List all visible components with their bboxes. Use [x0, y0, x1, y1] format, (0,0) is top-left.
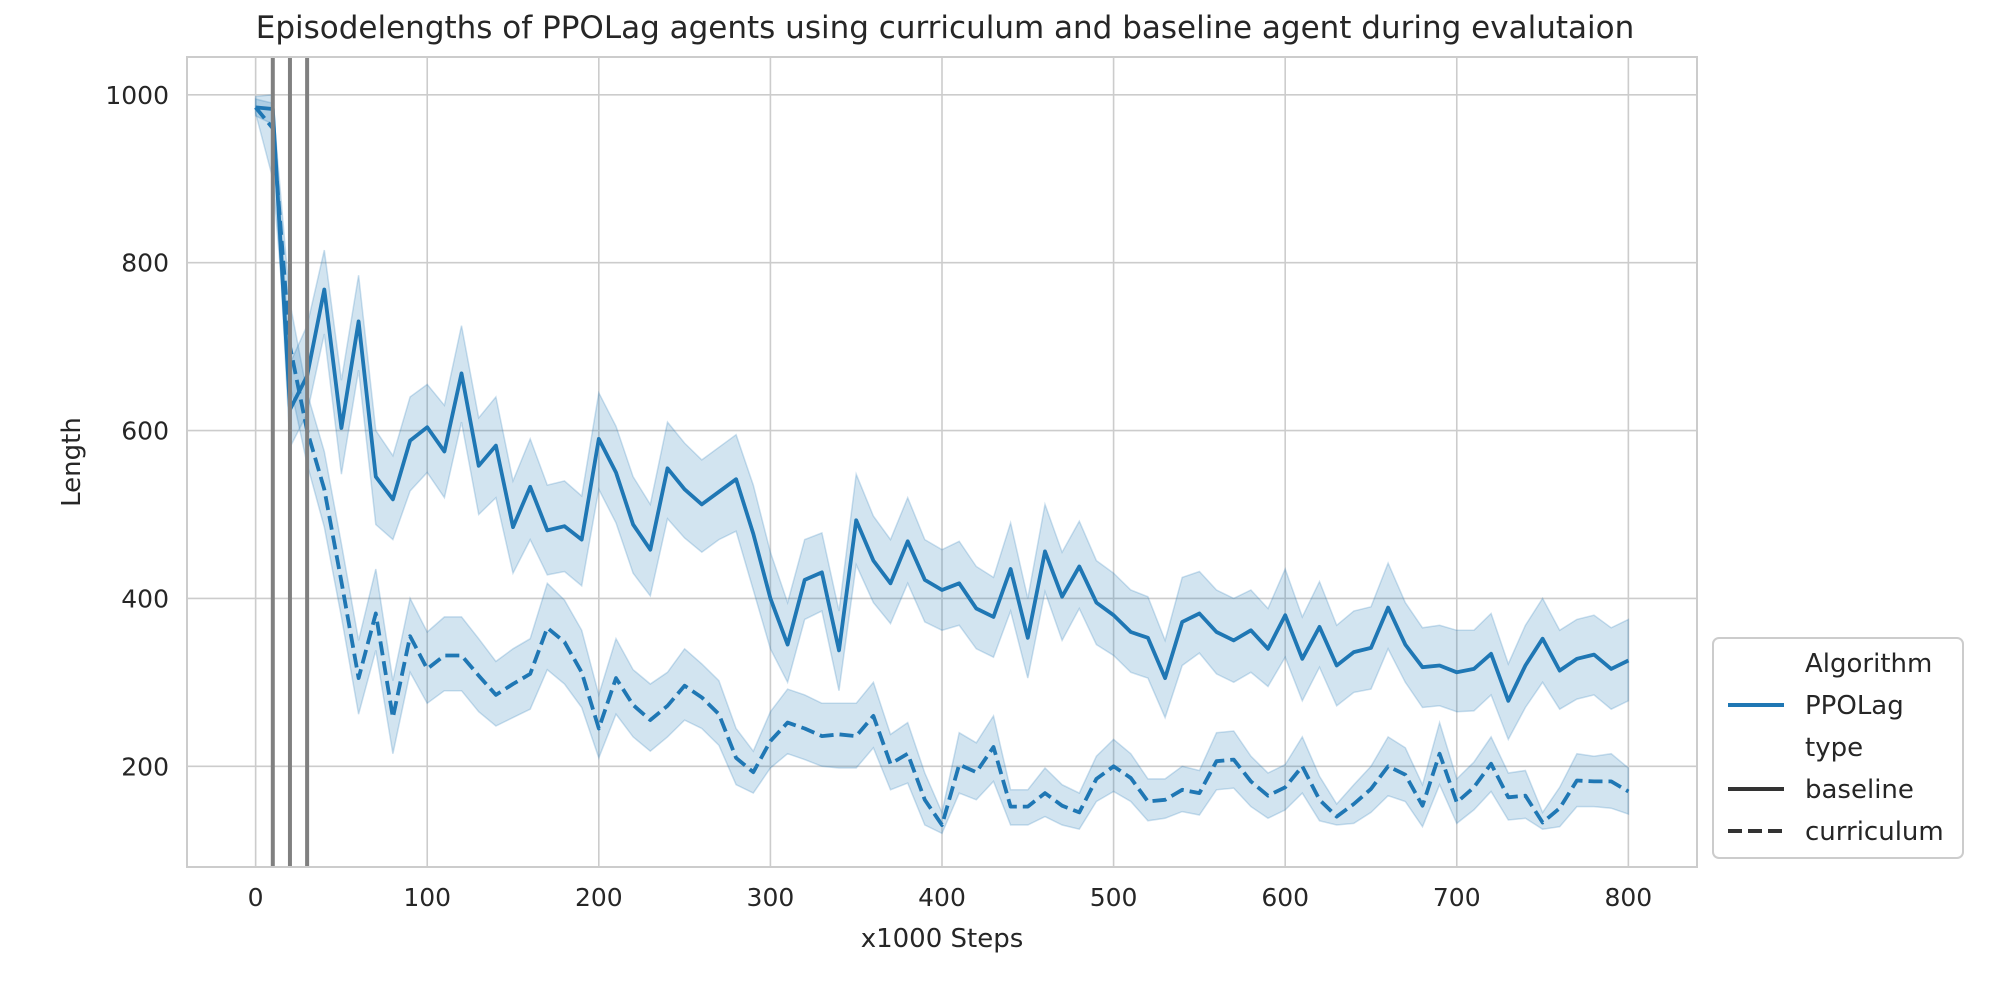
x-tick-label: 600: [1261, 883, 1309, 912]
curriculum-line: [254, 106, 1630, 827]
horizontal-gridlines: [187, 93, 1697, 768]
y-tick-labels: 200 400 600 800 1000: [105, 81, 169, 782]
x-axis-label: x1000 Steps: [861, 924, 1024, 954]
y-tick-label: 400: [121, 584, 169, 613]
vertical-gridlines: [254, 57, 1630, 867]
chart-title: Episodelengths of PPOLag agents using cu…: [256, 10, 1634, 46]
x-tick-label: 0: [248, 883, 264, 912]
x-tick-label: 100: [403, 883, 451, 912]
curriculum-stage-markers: [270, 57, 310, 867]
y-axis-label: Length: [57, 417, 87, 507]
legend-label: PPOLag: [1805, 691, 1904, 721]
y-tick-label: 1000: [105, 81, 169, 110]
x-tick-label: 300: [747, 883, 795, 912]
y-tick-label: 200: [121, 752, 169, 781]
curriculum-confidence-band: [254, 98, 1630, 835]
x-tick-label: 400: [918, 883, 966, 912]
x-tick-labels: 0 100 200 300 400 500 600 700 800: [248, 883, 1653, 912]
plot-frame: [186, 56, 1698, 868]
legend-box: [1712, 637, 1964, 859]
legend-items: Algorithm PPOLag type baseline curriculum: [1728, 649, 1944, 847]
legend-label: Algorithm: [1805, 649, 1932, 679]
y-tick-label: 600: [121, 417, 169, 446]
legend: Algorithm PPOLag type baseline curriculum: [1712, 637, 1964, 859]
x-tick-label: 800: [1605, 883, 1653, 912]
legend-label: baseline: [1805, 775, 1914, 805]
series-lines: [254, 105, 1630, 827]
x-tick-label: 700: [1433, 883, 1481, 912]
baseline-confidence-band: [254, 93, 1630, 742]
x-tick-label: 200: [575, 883, 623, 912]
y-tick-label: 800: [121, 249, 169, 278]
legend-label: curriculum: [1805, 817, 1944, 847]
legend-label: type: [1805, 733, 1863, 763]
baseline-line: [255, 105, 1630, 703]
confidence-bands: [254, 93, 1630, 835]
x-tick-label: 500: [1090, 883, 1138, 912]
